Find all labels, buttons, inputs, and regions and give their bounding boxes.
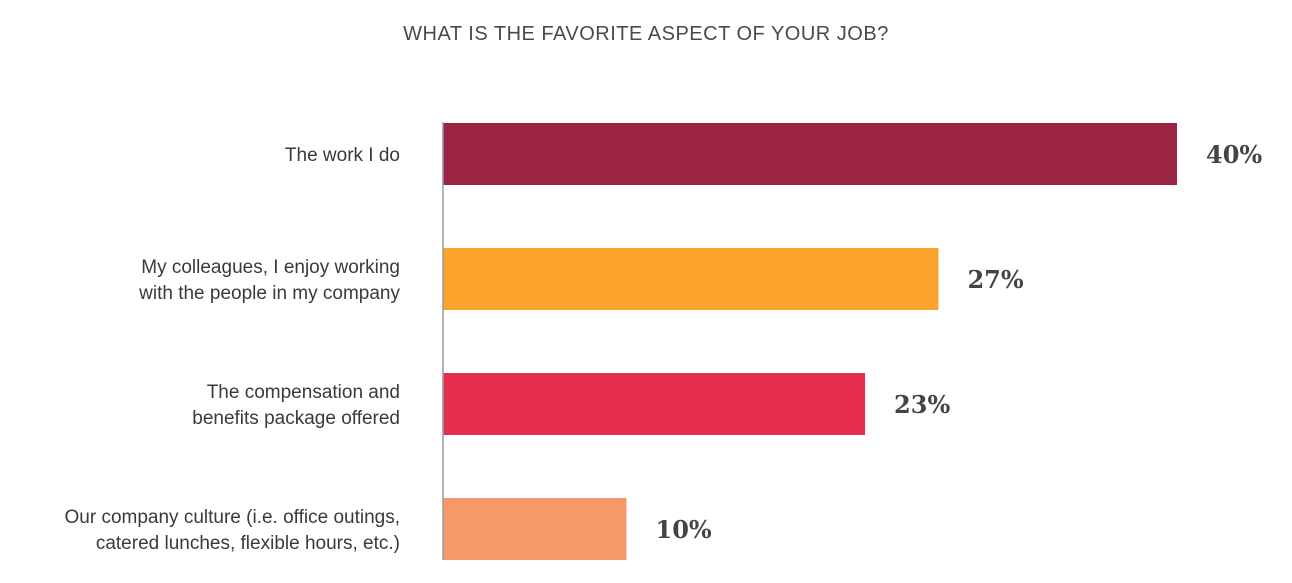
value-label-3: 23% <box>894 390 950 419</box>
bar-4 <box>443 498 627 560</box>
category-label-1-line-1: The work I do <box>285 145 400 166</box>
category-label-3-line-2: benefits package offered <box>192 408 400 429</box>
category-label-2-line-1: My colleagues, I enjoy working <box>141 257 400 278</box>
category-label-3-line-1: The compensation and <box>207 382 400 403</box>
category-label-2-line-2: with the people in my company <box>138 283 400 304</box>
bar-3 <box>443 373 866 435</box>
chart-title: WHAT IS THE FAVORITE ASPECT OF YOUR JOB? <box>403 23 889 45</box>
category-label-4-line-2: catered lunches, flexible hours, etc.) <box>96 533 400 554</box>
value-label-2: 27% <box>967 265 1023 294</box>
bars-group: 40% The work I do 27% My colleagues, I enjo… <box>65 123 1262 560</box>
value-label-4: 10% <box>656 515 712 544</box>
bar-2 <box>443 248 939 310</box>
category-label-4-line-1: Our company culture (i.e. office outings… <box>65 507 400 528</box>
value-label-1: 40% <box>1206 140 1262 169</box>
bar-1 <box>443 123 1177 185</box>
